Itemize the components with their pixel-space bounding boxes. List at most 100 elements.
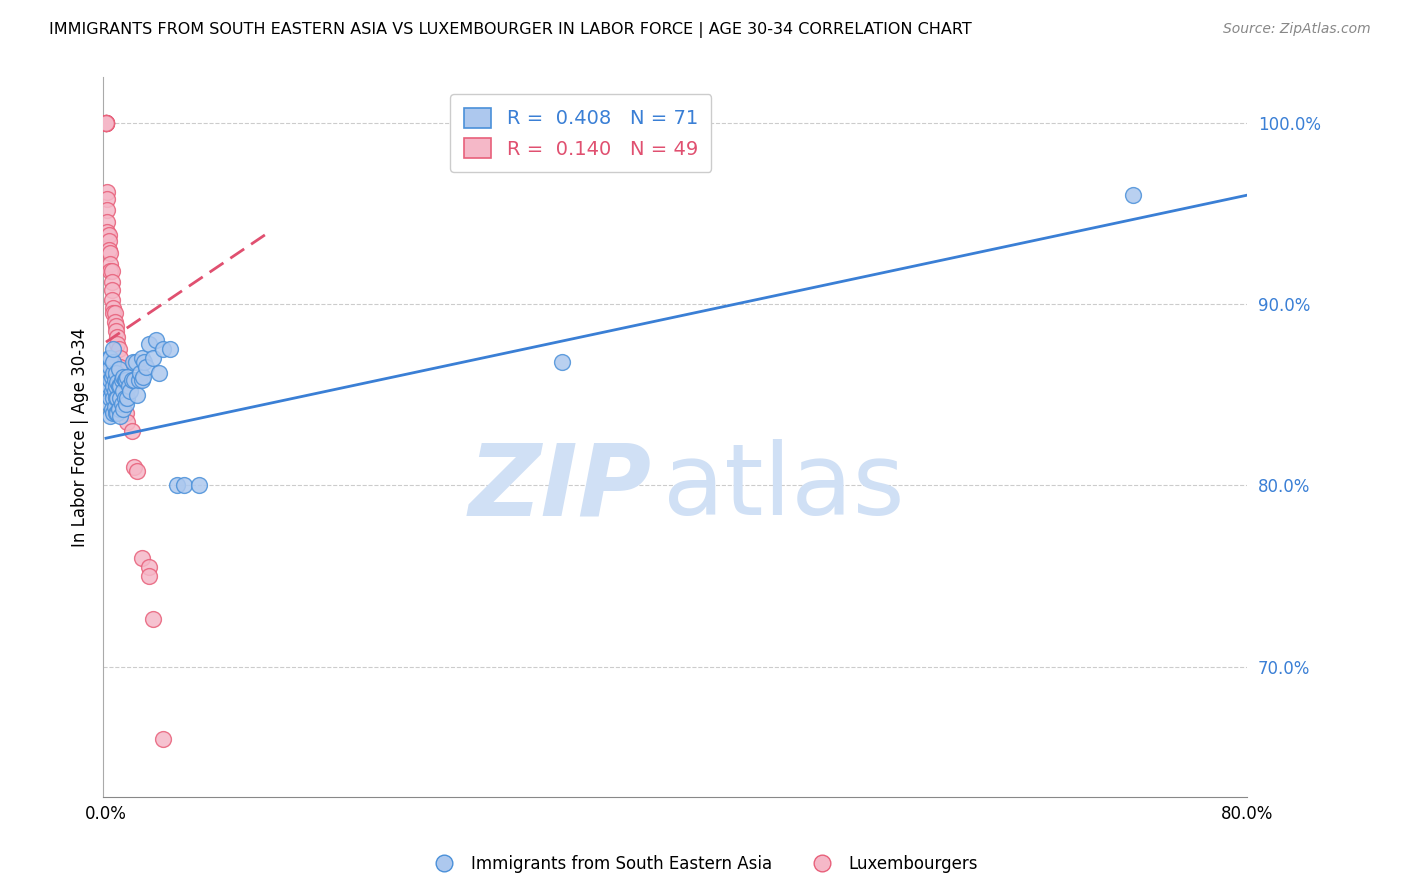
Point	[124, 373, 146, 387]
Point	[111, 369, 134, 384]
Point	[121, 373, 143, 387]
Point	[101, 406, 124, 420]
Point	[96, 215, 118, 229]
Point	[110, 360, 132, 375]
Point	[135, 360, 157, 375]
Point	[112, 384, 135, 398]
Point	[115, 397, 138, 411]
Point	[145, 334, 167, 348]
Point	[96, 225, 118, 239]
Point	[98, 264, 121, 278]
Text: ZIP: ZIP	[470, 439, 652, 536]
Point	[134, 355, 156, 369]
Point	[129, 366, 152, 380]
Point	[96, 192, 118, 206]
Point	[114, 392, 136, 406]
Point	[104, 378, 127, 392]
Point	[114, 373, 136, 387]
Point	[101, 355, 124, 369]
Point	[117, 369, 139, 384]
Point	[101, 366, 124, 380]
Point	[96, 185, 118, 199]
Point	[98, 409, 121, 424]
Point	[100, 293, 122, 308]
Legend: Immigrants from South Eastern Asia, Luxembourgers: Immigrants from South Eastern Asia, Luxe…	[420, 848, 986, 880]
Point	[104, 392, 127, 406]
Point	[142, 351, 165, 366]
Point	[138, 337, 160, 351]
Point	[97, 397, 120, 411]
Point	[105, 406, 128, 420]
Point	[132, 369, 155, 384]
Point	[94, 116, 117, 130]
Point	[152, 343, 174, 357]
Point	[110, 409, 132, 424]
Point	[108, 378, 131, 392]
Point	[120, 384, 142, 398]
Point	[173, 478, 195, 492]
Point	[159, 343, 181, 357]
Point	[115, 406, 138, 420]
Point	[105, 392, 128, 406]
Point	[94, 116, 117, 130]
Point	[108, 362, 131, 376]
Point	[105, 375, 128, 389]
Point	[112, 384, 135, 398]
Text: Source: ZipAtlas.com: Source: ZipAtlas.com	[1223, 22, 1371, 37]
Point	[97, 378, 120, 392]
Point	[114, 392, 136, 406]
Text: atlas: atlas	[664, 439, 905, 536]
Point	[100, 283, 122, 297]
Point	[94, 116, 117, 130]
Point	[101, 306, 124, 320]
Point	[121, 424, 143, 438]
Point	[96, 366, 118, 380]
Point	[138, 569, 160, 583]
Point	[104, 366, 127, 380]
Point	[166, 478, 188, 492]
Point	[101, 343, 124, 357]
Point	[1121, 188, 1143, 202]
Point	[103, 373, 125, 387]
Point	[97, 243, 120, 257]
Point	[124, 460, 146, 475]
Point	[112, 369, 135, 384]
Point	[98, 246, 121, 260]
Point	[101, 378, 124, 392]
Point	[551, 355, 574, 369]
Point	[127, 387, 149, 401]
Point	[108, 343, 131, 357]
Point	[97, 234, 120, 248]
Point	[131, 373, 153, 387]
Point	[131, 351, 153, 366]
Point	[98, 257, 121, 271]
Point	[127, 464, 149, 478]
Point	[103, 315, 125, 329]
Point	[104, 318, 127, 333]
Point	[131, 550, 153, 565]
Point	[94, 116, 117, 130]
Point	[94, 116, 117, 130]
Point	[104, 324, 127, 338]
Point	[118, 378, 141, 392]
Point	[101, 301, 124, 315]
Point	[148, 366, 170, 380]
Point	[105, 337, 128, 351]
Point	[100, 275, 122, 289]
Point	[122, 355, 145, 369]
Point	[110, 351, 132, 366]
Point	[115, 373, 138, 387]
Point	[142, 612, 165, 626]
Point	[108, 402, 131, 417]
Text: IMMIGRANTS FROM SOUTH EASTERN ASIA VS LUXEMBOURGER IN LABOR FORCE | AGE 30-34 CO: IMMIGRANTS FROM SOUTH EASTERN ASIA VS LU…	[49, 22, 972, 38]
Point	[98, 351, 121, 366]
Point	[96, 382, 118, 396]
Point	[100, 402, 122, 417]
Point	[125, 355, 148, 369]
Point	[128, 373, 150, 387]
Point	[111, 373, 134, 387]
Point	[111, 397, 134, 411]
Point	[117, 415, 139, 429]
Point	[112, 402, 135, 417]
Point	[94, 116, 117, 130]
